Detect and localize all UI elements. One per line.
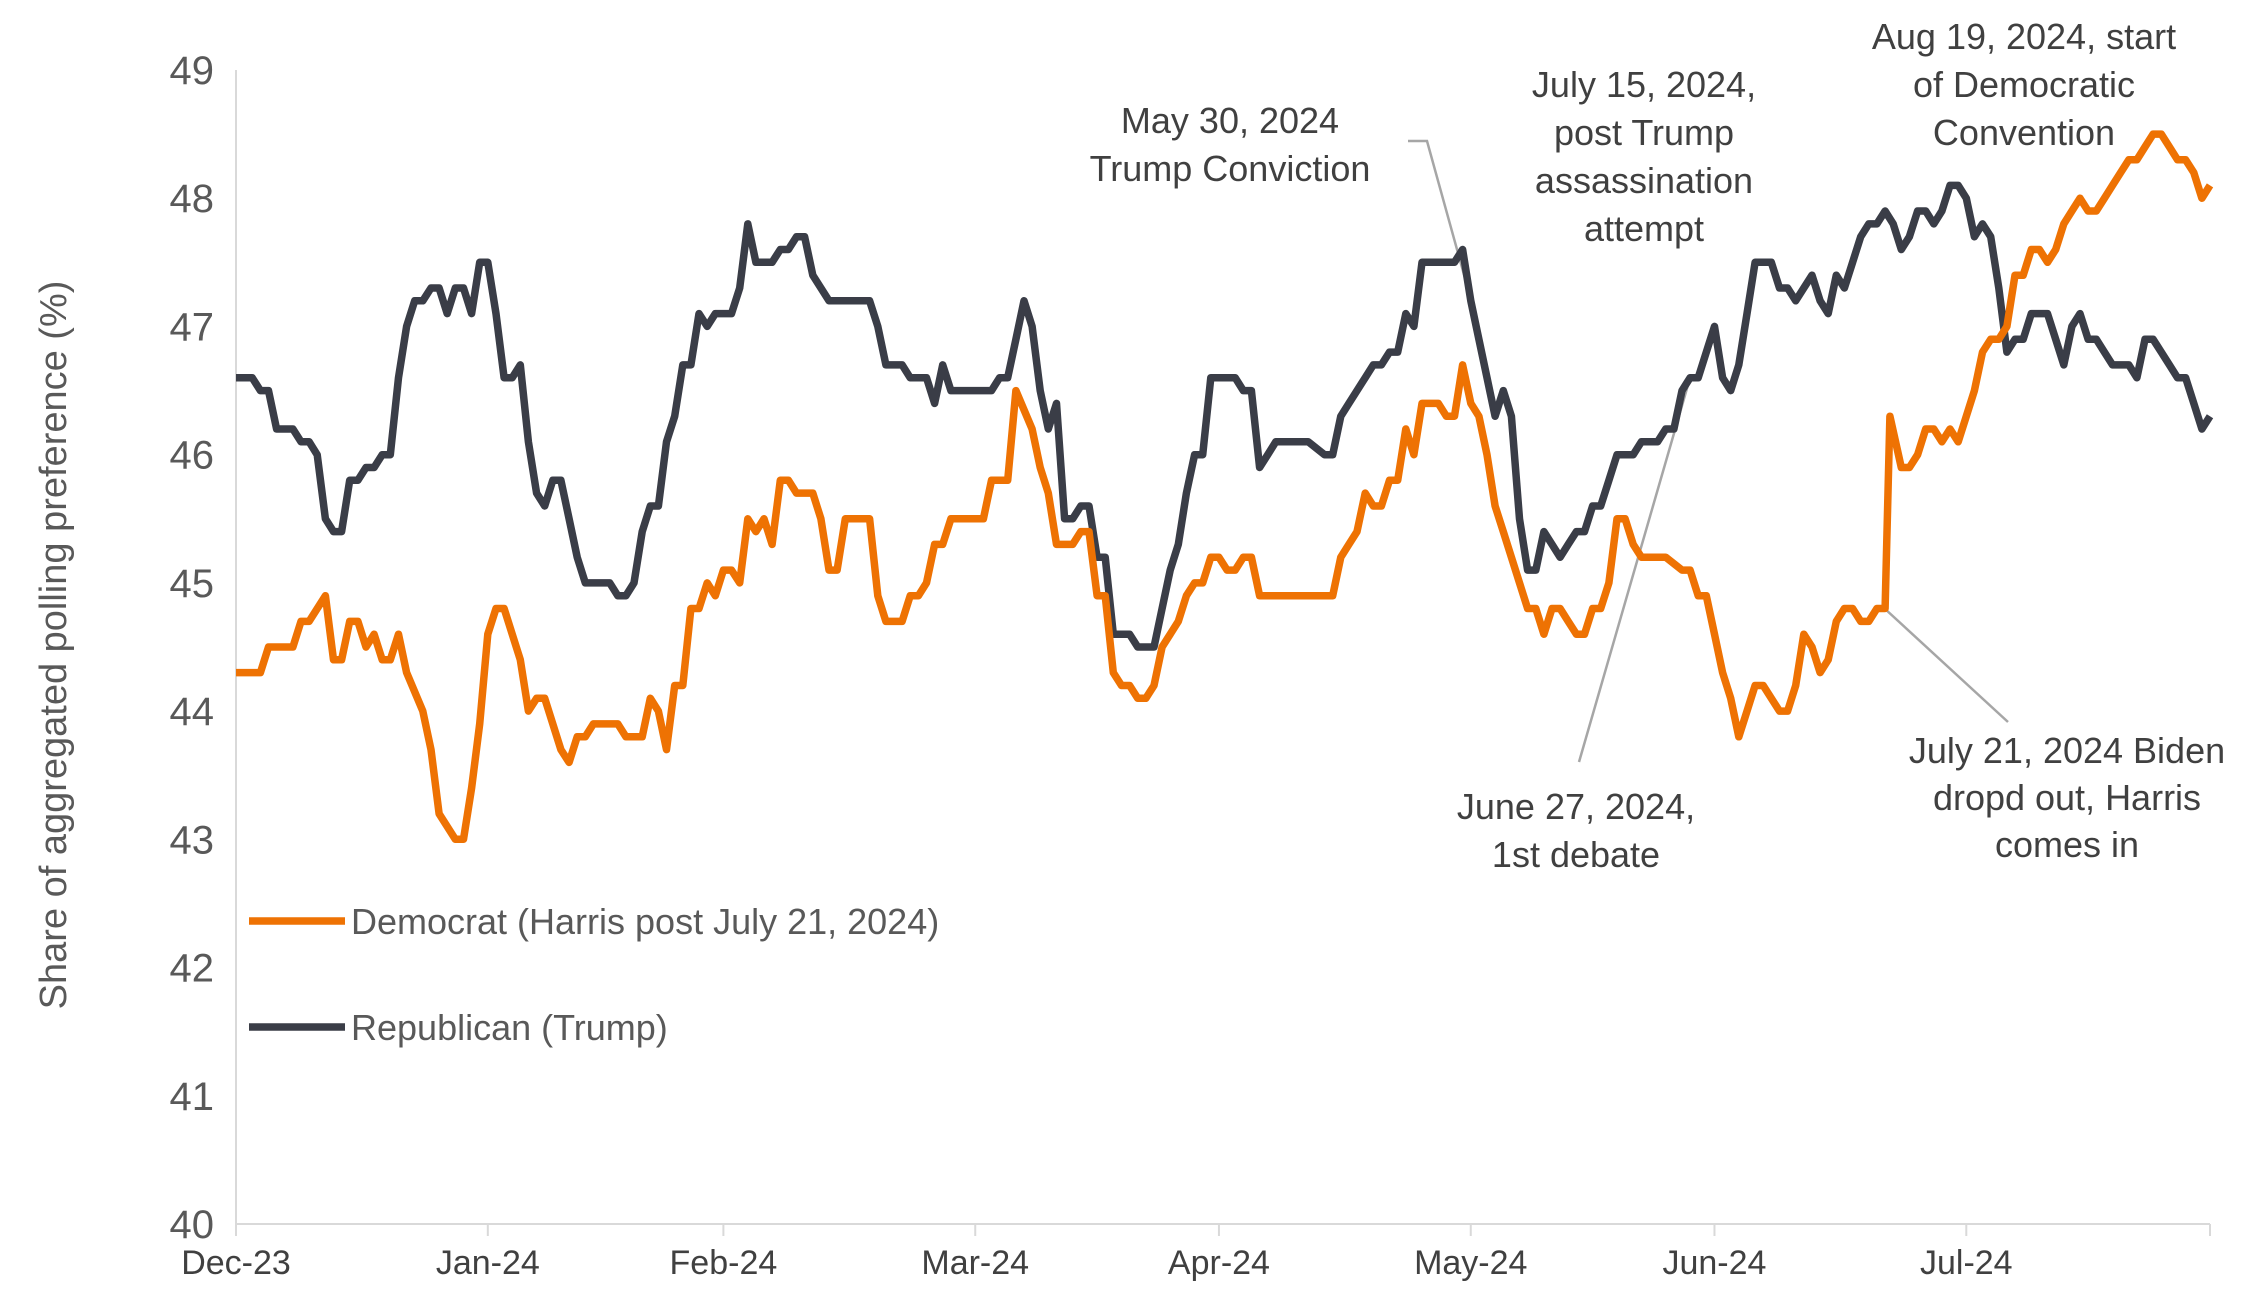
y-tick-labels: 40 41 42 43 44 45 46 47 48 49	[170, 49, 215, 1247]
annotation-text-line: July 21, 2024 Biden	[1909, 730, 2225, 771]
legend-label-democrat: Democrat (Harris post July 21, 2024)	[351, 901, 939, 942]
annotation-text-line: comes in	[1995, 824, 2139, 865]
series-line-democrat	[236, 130, 2214, 844]
legend-item-republican: Republican (Trump)	[249, 1007, 668, 1048]
annotation-text-line: Aug 19, 2024, start	[1872, 16, 2176, 57]
y-tick-label: 41	[170, 1075, 215, 1119]
annotation-text-line: assassination	[1535, 160, 1753, 201]
y-tick-label: 48	[170, 177, 215, 221]
annotations: May 30, 2024 Trump Conviction July 15, 202…	[1090, 16, 2226, 875]
legend-label-republican: Republican (Trump)	[351, 1007, 668, 1048]
annotation-text-line: June 27, 2024,	[1457, 786, 1695, 827]
x-tick-label: Dec-23	[181, 1244, 291, 1282]
annotation-text-line: May 30, 2024	[1121, 100, 1339, 141]
series-lines	[236, 130, 2214, 844]
annotation-conviction: May 30, 2024 Trump Conviction	[1090, 100, 1371, 189]
x-tick-label: Jun-24	[1662, 1244, 1766, 1282]
annotation-debate: June 27, 2024, 1st debate	[1457, 786, 1695, 875]
leader-line-conviction	[1408, 139, 1473, 301]
y-tick-label: 43	[170, 818, 215, 862]
annotation-text-line: 1st debate	[1492, 834, 1660, 875]
y-tick-label: 46	[170, 434, 215, 478]
x-tick-label: Jan-24	[436, 1244, 540, 1282]
x-tick-label: Feb-24	[670, 1244, 778, 1282]
x-tick-label: Mar-24	[921, 1244, 1029, 1282]
x-tick-label: May-24	[1414, 1244, 1527, 1282]
annotation-text-line: July 15, 2024,	[1532, 64, 1756, 105]
annotation-text-line: Trump Conviction	[1090, 148, 1371, 189]
axes	[235, 70, 2211, 1236]
x-tick-labels: Dec-23 Jan-24 Feb-24 Mar-24 Apr-24 May-24 Jun-…	[181, 1244, 2012, 1282]
y-tick-label: 40	[170, 1203, 215, 1247]
y-tick-label: 44	[170, 690, 215, 734]
y-tick-label: 47	[170, 305, 215, 349]
legend-item-democrat: Democrat (Harris post July 21, 2024)	[249, 901, 939, 942]
x-tick-label: Jul-24	[1920, 1244, 2013, 1282]
series-line-republican	[236, 181, 2214, 651]
annotation-text-line: attempt	[1584, 208, 1704, 249]
annotation-convention: Aug 19, 2024, start of Democratic Conventi…	[1872, 16, 2176, 153]
y-tick-label: 49	[170, 49, 215, 93]
legend: Democrat (Harris post July 21, 2024) Repu…	[249, 901, 939, 1048]
x-tick-label: Apr-24	[1168, 1244, 1270, 1282]
annotation-text-line: post Trump	[1554, 112, 1734, 153]
annotation-assassination: July 15, 2024, post Trump assassination att…	[1532, 64, 1756, 249]
y-axis-label: Share of aggregated polling preference (…	[33, 281, 75, 1010]
annotation-text-line: of Democratic	[1913, 64, 2135, 105]
leader-line-debate	[1577, 377, 1692, 763]
annotation-biden-dropout: July 21, 2024 Biden dropd out, Harris come…	[1909, 730, 2225, 865]
y-tick-label: 42	[170, 947, 215, 991]
annotation-text-line: dropd out, Harris	[1933, 777, 2201, 818]
annotation-leader-lines	[1408, 139, 2009, 763]
y-tick-label: 45	[170, 562, 215, 606]
leader-line-biden-dropout	[1883, 607, 2009, 723]
annotation-text-line: Convention	[1933, 112, 2115, 153]
